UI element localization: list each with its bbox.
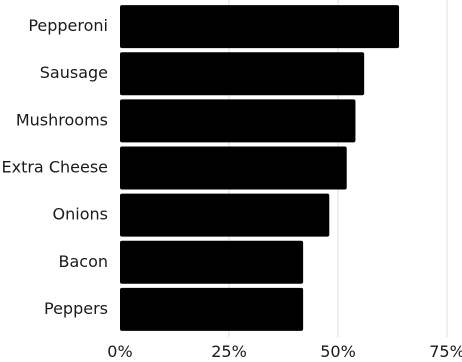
category-label: Sausage <box>40 63 108 82</box>
bar-mushrooms <box>120 99 356 143</box>
x-axis-ticks: 0% 25% 50% 75% <box>107 342 462 361</box>
bar-onions <box>120 193 330 237</box>
bar-sausage <box>120 52 365 96</box>
category-label: Onions <box>53 205 108 224</box>
category-label: Extra Cheese <box>2 158 109 177</box>
bars <box>120 5 400 331</box>
category-label: Bacon <box>58 252 108 271</box>
x-tick-label: 75% <box>429 342 462 361</box>
bar-bacon <box>120 240 304 284</box>
category-labels: Pepperoni Sausage Mushrooms Extra Cheese Oni… <box>2 16 109 318</box>
bar-pepperoni <box>120 5 400 49</box>
category-label: Mushrooms <box>16 110 108 129</box>
x-tick-label: 25% <box>211 342 247 361</box>
x-tick-label: 50% <box>320 342 356 361</box>
category-label: Peppers <box>44 299 108 318</box>
bar-peppers <box>120 287 304 331</box>
category-label: Pepperoni <box>28 16 108 35</box>
bar-extra-cheese <box>120 146 347 190</box>
x-tick-label: 0% <box>107 342 132 361</box>
